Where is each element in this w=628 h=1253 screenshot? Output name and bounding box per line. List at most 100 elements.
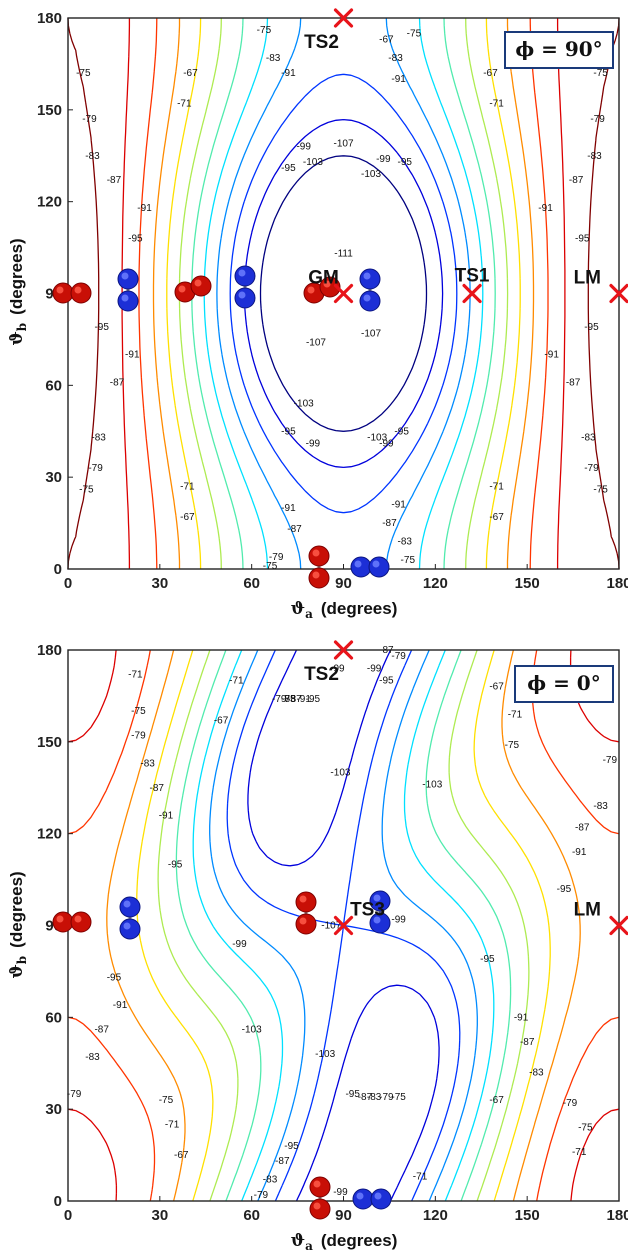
atom-highlight (313, 1202, 321, 1210)
contour-label: -87 (287, 694, 302, 705)
x-tick-label: 120 (423, 575, 448, 592)
atom (359, 268, 381, 290)
contour-label: -87 (566, 377, 581, 388)
x-tick-label: 150 (515, 1207, 540, 1224)
contour-label: -91 (538, 203, 553, 214)
contour-label: -83 (529, 1067, 544, 1078)
atom (70, 911, 92, 933)
contour-line-107 (243, 118, 444, 469)
contour-label: -75 (407, 28, 422, 39)
oxygen-molecule-vertical (308, 545, 330, 589)
x-tick-label: 60 (243, 1207, 260, 1224)
y-tick-label: 180 (37, 642, 62, 659)
contour-label: -75 (505, 740, 520, 751)
atom-highlight (238, 269, 246, 277)
atom (190, 275, 212, 297)
molecule-icons-phi-0 (52, 890, 392, 1220)
x-axis-symbol: ϑ (291, 1231, 305, 1251)
y-tick-label: 150 (37, 102, 62, 119)
contour-label: -103 (315, 1049, 335, 1060)
atom-highlight (194, 279, 202, 287)
x-axis-unit: (degrees) (321, 599, 398, 618)
oxygen-molecule-vertical (309, 1176, 331, 1220)
contour-label: -67 (214, 715, 229, 726)
atom-highlight (74, 915, 82, 923)
contour-label: -107 (361, 328, 381, 339)
contour-label: -95 (284, 1141, 299, 1152)
x-tick-label: 180 (606, 575, 628, 592)
contour-label: -79 (379, 1092, 394, 1103)
contour-label: -83 (263, 1175, 278, 1186)
contour-line-75 (138, 17, 549, 570)
contour-label: -83 (85, 151, 100, 162)
atom (119, 896, 141, 918)
contour-label: -99 (367, 663, 382, 674)
contour-line-71 (121, 18, 566, 569)
contour-label: -67 (489, 512, 504, 523)
x-tick-label: 60 (243, 575, 260, 592)
contour-line-83 (166, 17, 521, 570)
y-tick-label: 60 (45, 1009, 62, 1026)
atom-highlight (372, 560, 380, 568)
atom-highlight (373, 916, 381, 924)
contour-label: -99 (232, 939, 247, 950)
contour-label: -91 (281, 503, 296, 514)
stationary-points-phi-90: TS2 GM TS1 LM (304, 8, 628, 304)
x-axis-subscript: a (305, 607, 313, 621)
y-tick-label: 30 (45, 469, 62, 486)
contour-label: -91 (572, 847, 587, 858)
contour-label: -95 (379, 676, 394, 687)
contour-label: -83 (581, 432, 596, 443)
contour-label: -103 (294, 399, 314, 410)
contour-label: -71 (508, 709, 523, 720)
x-tick-label: 30 (151, 575, 168, 592)
point-label-ts2: TS2 (304, 664, 339, 685)
contour-label: -75 (593, 484, 608, 495)
point-label-lm: LM (574, 268, 601, 289)
atom (117, 268, 139, 290)
contour-line-99 (216, 17, 471, 570)
contour-line-107 (247, 649, 440, 1202)
contour-label: -99 (391, 914, 406, 925)
nitrogen-molecule-vertical (369, 890, 391, 934)
contour-line-91 (175, 649, 512, 1202)
y-tick-label: 150 (37, 734, 62, 751)
contour-label: -75 (281, 694, 296, 705)
nitrogen-molecule-vertical (234, 265, 256, 309)
atom-highlight (299, 917, 307, 925)
nitrogen-molecule-vertical (119, 896, 141, 940)
contour-label: -71 (128, 669, 143, 680)
y-tick-label: 180 (37, 10, 62, 27)
contour-label: -75 (593, 68, 608, 79)
contour-label: -95 (584, 322, 599, 333)
contour-label: -79 (590, 114, 605, 125)
contour-label: -83 (367, 1092, 382, 1103)
molecule-icons-phi-90 (52, 265, 390, 589)
y-tick-label: 0 (54, 1193, 62, 1210)
contour-label: -95 (557, 884, 572, 895)
marker-ts2 (333, 640, 354, 660)
contour-label: -107 (306, 337, 326, 348)
marker-gm (333, 283, 354, 304)
y-axis-symbol: ϑ (7, 331, 27, 345)
point-label-ts2: TS2 (304, 32, 339, 53)
contour-label: -87 (520, 1037, 535, 1048)
contour-line-79 (152, 18, 535, 569)
contour-label: -75 (131, 706, 146, 717)
contour-label: -91 (137, 203, 152, 214)
contour-label: -75 (257, 25, 272, 36)
contour-line-79 (106, 649, 581, 1202)
contour-label: -103 (361, 169, 381, 180)
contour-label: -71 (489, 481, 504, 492)
y-axis-symbol: ϑ (7, 964, 27, 978)
oxygen-molecule-tilted (174, 275, 212, 303)
contour-label: -87 (150, 783, 165, 794)
nitrogen-molecule-horizontal (352, 1188, 392, 1210)
y-axis-subscript: b (15, 956, 29, 964)
nitrogen-molecule-vertical (359, 268, 381, 312)
contour-lines-phi-0 (67, 649, 620, 1202)
contour-label: -103 (330, 767, 350, 778)
contour-label: -99 (376, 154, 391, 165)
contour-label: -91 (281, 68, 296, 79)
